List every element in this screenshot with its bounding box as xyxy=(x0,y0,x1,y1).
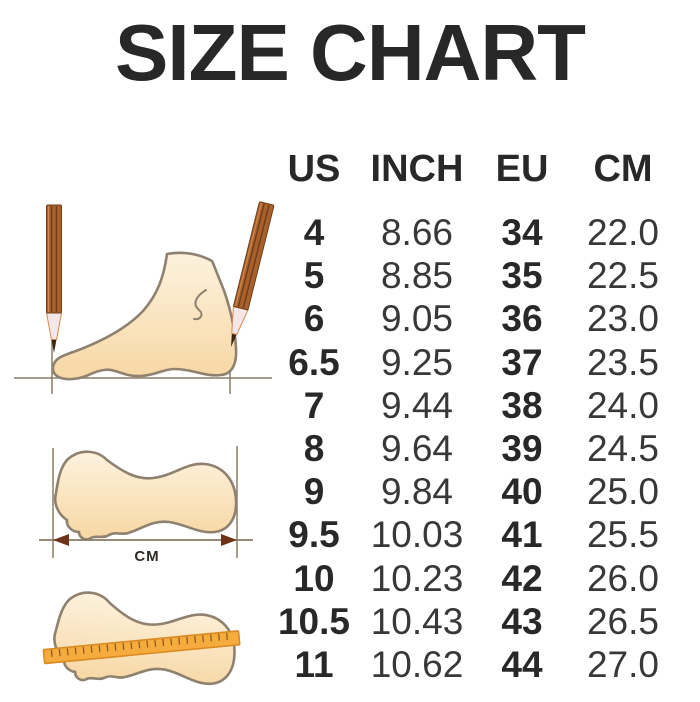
table-row: 11 10.62 44 27.0 xyxy=(270,643,678,686)
us-size-cell: 6 xyxy=(303,298,325,340)
inch-value-cell: 9.44 xyxy=(380,384,453,426)
ruler-icon xyxy=(42,630,241,665)
us-size-cell: 9 xyxy=(303,471,325,513)
us-size-cell: 10.5 xyxy=(277,600,350,642)
inch-value-cell: 8.66 xyxy=(380,212,453,254)
footprint-ruler-illustration xyxy=(42,591,241,686)
eu-size-cell: 41 xyxy=(501,514,543,556)
us-size-cell: 11 xyxy=(294,643,334,685)
table-row: 5 8.85 35 22.5 xyxy=(270,254,678,297)
us-size-cell: 5 xyxy=(303,255,325,297)
page-title: SIZE CHART xyxy=(115,8,586,97)
inch-value-cell: 10.43 xyxy=(370,600,464,642)
cm-value-cell: 22.5 xyxy=(586,255,659,297)
column-header-us: US xyxy=(287,147,341,190)
table-row: 6.5 9.25 37 23.5 xyxy=(270,341,678,384)
table-row: 9.5 10.03 41 25.5 xyxy=(270,513,678,556)
inch-value-cell: 9.05 xyxy=(380,298,453,340)
eu-size-cell: 43 xyxy=(501,600,543,642)
table-header-row: US INCH EU CM xyxy=(270,146,678,192)
column-header-inch: INCH xyxy=(370,147,464,190)
cm-value-cell: 23.0 xyxy=(586,298,659,340)
inch-value-cell: 8.85 xyxy=(380,255,453,297)
footprint-shape xyxy=(53,450,238,541)
inch-value-cell: 9.84 xyxy=(380,471,453,513)
table-row: 8 9.64 39 24.5 xyxy=(270,427,678,470)
eu-size-cell: 40 xyxy=(501,471,543,513)
us-size-cell: 8 xyxy=(303,428,325,470)
inch-value-cell: 9.64 xyxy=(380,428,453,470)
cm-value-cell: 26.5 xyxy=(586,600,659,642)
us-size-cell: 9.5 xyxy=(288,514,340,556)
footprint-length-measure-illustration: CM xyxy=(39,446,253,565)
inch-value-cell: 10.03 xyxy=(370,514,464,556)
us-size-cell: 4 xyxy=(303,212,325,254)
cm-value-cell: 24.0 xyxy=(586,384,659,426)
us-size-cell: 7 xyxy=(303,384,325,426)
cm-value-cell: 25.0 xyxy=(586,471,659,513)
eu-size-cell: 35 xyxy=(501,255,543,297)
cm-arrow-label: CM xyxy=(134,548,159,565)
table-row: 10.5 10.43 43 26.5 xyxy=(270,600,678,643)
us-size-cell: 6.5 xyxy=(288,341,340,383)
eu-size-cell: 44 xyxy=(501,643,543,685)
measure-arrow-icon xyxy=(39,534,253,546)
eu-size-cell: 36 xyxy=(501,298,543,340)
cm-value-cell: 27.0 xyxy=(586,643,659,685)
eu-size-cell: 38 xyxy=(501,384,543,426)
cm-value-cell: 26.0 xyxy=(586,557,659,599)
eu-size-cell: 39 xyxy=(501,428,543,470)
inch-value-cell: 9.25 xyxy=(380,341,453,383)
inch-value-cell: 10.62 xyxy=(370,643,464,685)
eu-size-cell: 34 xyxy=(501,212,543,254)
foot-side-measure-illustration xyxy=(14,200,275,394)
column-header-cm: CM xyxy=(593,147,653,190)
foot-profile-shape xyxy=(51,251,238,381)
cm-value-cell: 22.0 xyxy=(586,212,659,254)
table-row: 10 10.23 42 26.0 xyxy=(270,557,678,600)
us-size-cell: 10 xyxy=(293,557,335,599)
table-row: 9 9.84 40 25.0 xyxy=(270,470,678,513)
column-header-eu: EU xyxy=(495,147,549,190)
inch-value-cell: 10.23 xyxy=(370,557,464,599)
ankle-detail-line xyxy=(193,289,207,321)
cm-value-cell: 25.5 xyxy=(586,514,659,556)
cm-value-cell: 24.5 xyxy=(586,428,659,470)
size-chart-table: US INCH EU CM 4 8.66 34 22.0 5 8.85 35 22.5 6 9.0… xyxy=(270,146,678,686)
pencil-icon xyxy=(45,204,63,354)
table-row: 7 9.44 38 24.0 xyxy=(270,384,678,427)
table-row: 6 9.05 36 23.0 xyxy=(270,297,678,340)
table-row: 4 8.66 34 22.0 xyxy=(270,211,678,254)
cm-value-cell: 23.5 xyxy=(586,341,659,383)
eu-size-cell: 37 xyxy=(501,341,543,383)
table-body: 4 8.66 34 22.0 5 8.85 35 22.5 6 9.05 36 23.0 6.5 9.25… xyxy=(270,211,678,686)
eu-size-cell: 42 xyxy=(501,557,543,599)
